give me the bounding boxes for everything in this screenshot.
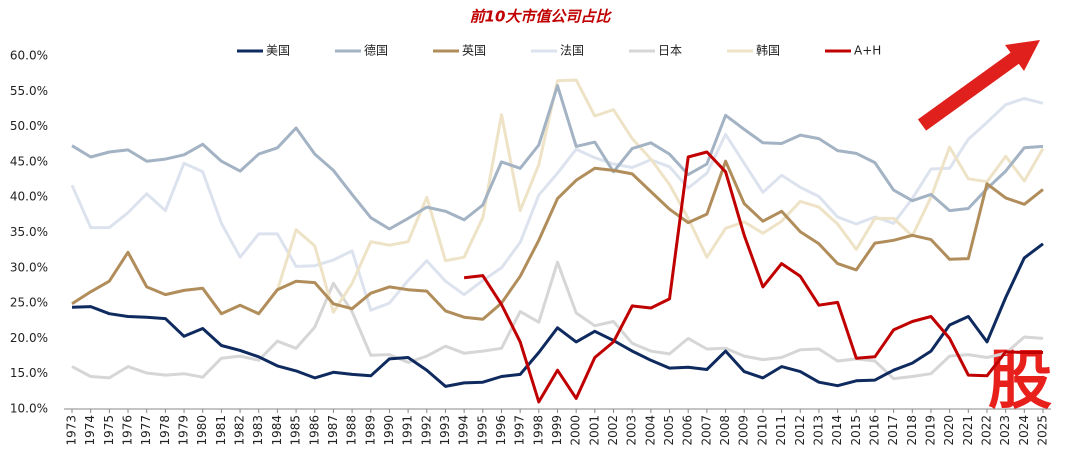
x-tick-label: 1980 [195, 415, 209, 446]
y-tick-label: 10.0% [10, 402, 48, 416]
x-tick-label: 1981 [214, 415, 228, 446]
x-tick-label: 1986 [307, 415, 321, 446]
legend-label: A+H [854, 44, 881, 58]
x-tick-label: 1989 [363, 415, 377, 446]
x-tick-label: 1976 [121, 415, 135, 446]
x-tick-label: 2023 [998, 415, 1012, 446]
y-tick-label: 45.0% [10, 154, 48, 168]
x-tick-label: 1991 [401, 415, 415, 446]
x-tick-label: 2014 [830, 415, 844, 446]
y-tick-label: 40.0% [10, 190, 48, 204]
y-tick-label: 15.0% [10, 366, 48, 380]
x-tick-label: 2004 [643, 415, 657, 446]
x-tick-label: 1995 [475, 415, 489, 446]
x-tick-label: 1973 [65, 415, 79, 446]
x-tick-label: 2019 [923, 415, 937, 446]
x-tick-label: 1982 [233, 415, 247, 446]
x-tick-label: 2025 [1036, 415, 1050, 446]
series-line [71, 260, 1044, 381]
series-line [463, 150, 1043, 404]
legend-label: 美国 [266, 44, 290, 58]
series-line [70, 96, 1044, 312]
x-tick-label: 2017 [886, 415, 900, 446]
x-tick-label: 2021 [961, 415, 975, 446]
x-tick-label: 1996 [494, 415, 508, 446]
x-tick-label: 1987 [326, 415, 340, 446]
y-tick-label: 30.0% [10, 260, 48, 274]
legend-label: 英国 [462, 44, 486, 58]
x-tick-label: 2016 [867, 415, 881, 446]
x-tick-label: 2012 [793, 415, 807, 446]
x-tick-label: 1975 [102, 415, 116, 446]
x-tick-label: 1985 [289, 415, 303, 446]
x-tick-label: 1988 [345, 415, 359, 446]
y-tick-label: 55.0% [10, 84, 48, 98]
legend-label: 德国 [364, 43, 388, 58]
legend-label: 日本 [658, 44, 682, 58]
x-tick-label: 2010 [755, 415, 769, 446]
x-tick-label: 2007 [699, 415, 713, 446]
x-tick-label: 1990 [382, 415, 396, 446]
x-tick-label: 1983 [251, 415, 265, 446]
y-tick-label: 60.0% [10, 49, 48, 63]
y-tick-label: 35.0% [10, 225, 48, 239]
x-tick-label: 1992 [419, 415, 433, 446]
x-tick-label: 2011 [774, 415, 788, 446]
y-tick-label: 20.0% [10, 331, 48, 345]
legend-label: 法国 [560, 44, 584, 58]
x-tick-label: 2002 [606, 415, 620, 446]
watermark: 股 [988, 345, 1052, 419]
x-tick-label: 1999 [550, 415, 564, 446]
x-tick-label: 2018 [905, 415, 919, 446]
x-tick-label: 2020 [942, 415, 956, 446]
x-tick-label: 1997 [513, 415, 527, 446]
trend-arrow [917, 40, 1040, 131]
x-tick-label: 2015 [849, 415, 863, 446]
x-tick-label: 1994 [457, 415, 471, 446]
x-tick-label: 2009 [737, 415, 751, 446]
x-tick-label: 2003 [625, 415, 639, 446]
series-line [71, 159, 1044, 321]
x-tick-label: 1984 [270, 415, 284, 446]
x-tick-label: 2024 [1017, 415, 1031, 446]
x-tick-label: 2006 [681, 415, 695, 446]
x-tick-label: 2000 [569, 415, 583, 446]
x-tick-label: 1979 [177, 415, 191, 446]
x-tick-label: 2013 [811, 415, 825, 446]
x-tick-label: 1974 [83, 415, 97, 446]
series-line [71, 84, 1044, 231]
x-tick-label: 2001 [587, 415, 601, 446]
chart-title: 前10大市值公司占比 [470, 8, 613, 26]
series-line [71, 242, 1044, 388]
x-tick-label: 2005 [662, 415, 676, 446]
legend-label: 韩国 [756, 43, 780, 58]
x-tick-label: 1977 [139, 415, 153, 446]
x-tick-label: 1993 [438, 415, 452, 446]
x-tick-label: 1978 [158, 415, 172, 446]
x-tick-label: 1998 [531, 415, 545, 446]
x-tick-label: 2022 [979, 415, 993, 446]
series-line [275, 78, 1045, 314]
y-tick-label: 25.0% [10, 296, 48, 310]
x-tick-label: 2008 [718, 415, 732, 446]
y-tick-label: 50.0% [10, 119, 48, 133]
